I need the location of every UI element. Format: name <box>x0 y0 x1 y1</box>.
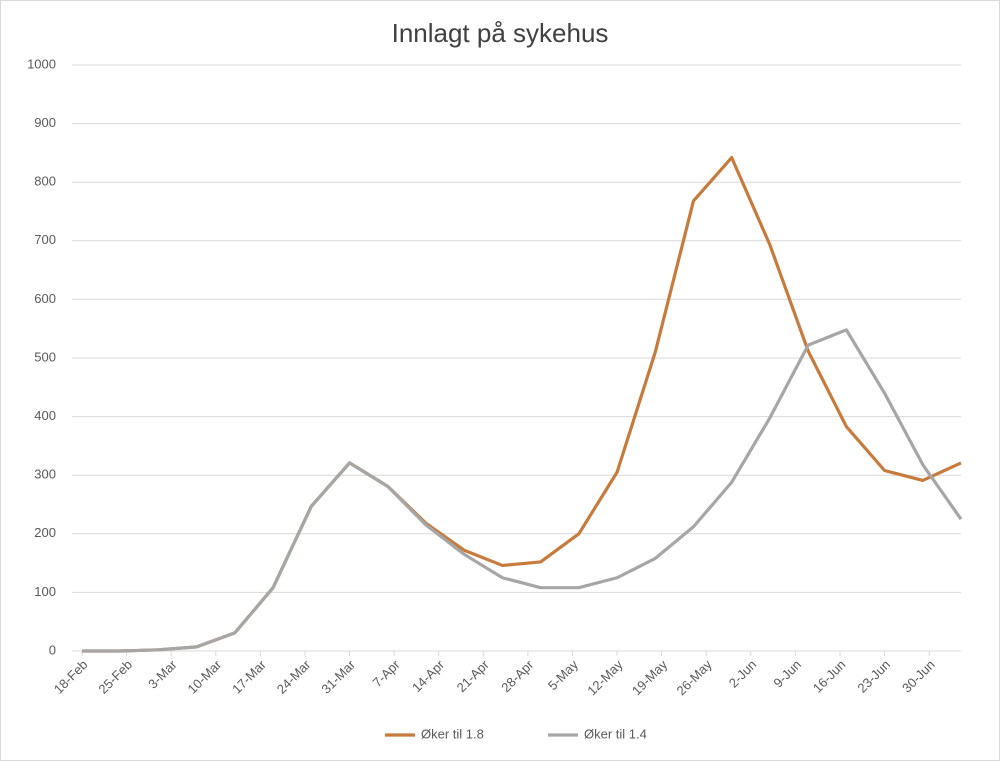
y-tick-label: 700 <box>34 232 56 247</box>
y-tick-label: 200 <box>34 525 56 540</box>
y-tick-label: 900 <box>34 115 56 130</box>
y-tick-label: 600 <box>34 291 56 306</box>
chart-title: Innlagt på sykehus <box>392 18 609 48</box>
series-line <box>82 328 963 653</box>
y-tick-label: 300 <box>34 467 56 482</box>
y-tick-label: 500 <box>34 349 56 364</box>
y-tick-label: 800 <box>34 174 56 189</box>
y-tick-label: 0 <box>49 642 56 657</box>
y-tick-label: 1000 <box>27 56 56 71</box>
legend-label: Øker til 1.4 <box>584 726 647 741</box>
y-tick-label: 100 <box>34 584 56 599</box>
legend-label: Øker til 1.8 <box>421 726 484 741</box>
y-tick-label: 400 <box>34 408 56 423</box>
